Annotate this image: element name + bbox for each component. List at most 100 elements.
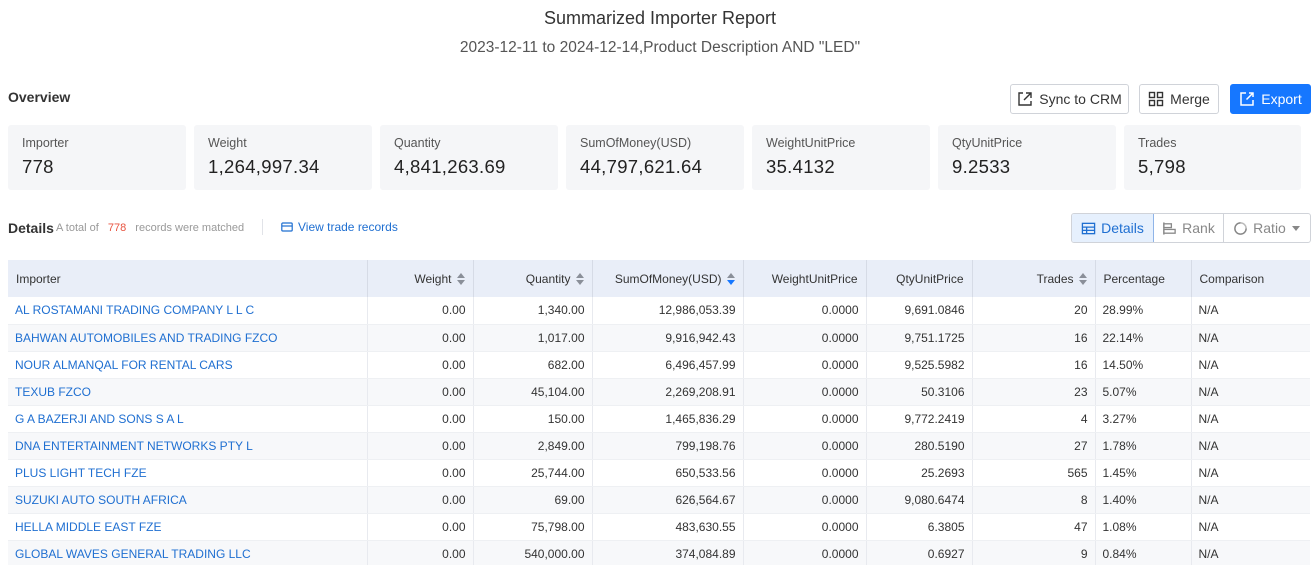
cell-weight: 0.00 <box>367 513 474 541</box>
view-details-button[interactable]: Details <box>1072 214 1154 242</box>
cell-importer[interactable]: BAHWAN AUTOMOBILES AND TRADING FZCO <box>8 324 368 352</box>
cell-quantity: 540,000.00 <box>473 540 593 565</box>
sync-to-crm-button[interactable]: Sync to CRM <box>1010 84 1129 114</box>
ratio-icon <box>1234 221 1248 235</box>
cell-qty-unit-price: 6.3805 <box>866 513 973 541</box>
stat-value: 1,264,997.34 <box>208 156 320 177</box>
cell-weight-unit-price: 0.0000 <box>743 459 867 487</box>
cell-qty-unit-price: 280.5190 <box>866 432 973 460</box>
cell-comparison: N/A <box>1191 351 1310 379</box>
cell-quantity: 2,849.00 <box>473 432 593 460</box>
view-ratio-label: Ratio <box>1253 220 1286 236</box>
cell-percentage: 14.50% <box>1095 351 1192 379</box>
cell-weight: 0.00 <box>367 351 474 379</box>
cell-sum-of-money: 1,465,836.29 <box>592 405 744 433</box>
cell-qty-unit-price: 9,691.0846 <box>866 297 973 325</box>
sort-icon[interactable] <box>1078 273 1087 286</box>
sync-to-crm-label: Sync to CRM <box>1039 91 1122 107</box>
cell-quantity: 1,340.00 <box>473 297 593 325</box>
sort-icon[interactable] <box>456 273 465 286</box>
cell-trades: 20 <box>972 297 1096 325</box>
cell-comparison: N/A <box>1191 297 1310 325</box>
column-header-comparison: Comparison <box>1191 260 1310 297</box>
cell-trades: 47 <box>972 513 1096 541</box>
cell-qty-unit-price: 9,751.1725 <box>866 324 973 352</box>
stat-value: 35.4132 <box>766 156 835 177</box>
sort-icon[interactable] <box>575 273 584 286</box>
cell-importer[interactable]: TEXUB FZCO <box>8 378 368 406</box>
rank-icon <box>1163 221 1176 235</box>
cell-weight: 0.00 <box>367 459 474 487</box>
cell-trades: 23 <box>972 378 1096 406</box>
caret-down-icon <box>1291 226 1300 231</box>
cell-qty-unit-price: 50.3106 <box>866 378 973 406</box>
view-trade-records-link[interactable]: View trade records <box>281 220 398 234</box>
cell-importer[interactable]: GLOBAL WAVES GENERAL TRADING LLC <box>8 540 368 565</box>
cell-importer[interactable]: HELLA MIDDLE EAST FZE <box>8 513 368 541</box>
records-count: 778 <box>107 222 127 234</box>
cell-importer[interactable]: PLUS LIGHT TECH FZE <box>8 459 368 487</box>
cell-quantity: 150.00 <box>473 405 593 433</box>
cell-percentage: 1.40% <box>1095 486 1192 514</box>
cell-weight: 0.00 <box>367 432 474 460</box>
export-icon <box>1240 92 1255 106</box>
column-header-importer: Importer <box>8 260 368 297</box>
cell-importer[interactable]: SUZUKI AUTO SOUTH AFRICA <box>8 486 368 514</box>
cell-quantity: 682.00 <box>473 351 593 379</box>
view-ratio-button[interactable]: Ratio <box>1224 214 1310 242</box>
cell-importer[interactable]: G A BAZERJI AND SONS S A L <box>8 405 368 433</box>
cell-weight: 0.00 <box>367 540 474 565</box>
column-header-weight-unit-price: WeightUnitPrice <box>743 260 867 297</box>
view-rank-button[interactable]: Rank <box>1154 214 1224 242</box>
cell-qty-unit-price: 9,525.5982 <box>866 351 973 379</box>
stat-label: QtyUnitPrice <box>952 136 1023 150</box>
stat-label: SumOfMoney(USD) <box>580 136 692 150</box>
cell-weight: 0.00 <box>367 378 474 406</box>
sort-icon[interactable] <box>726 273 735 286</box>
cell-sum-of-money: 6,496,457.99 <box>592 351 744 379</box>
cell-sum-of-money: 626,564.67 <box>592 486 744 514</box>
cell-weight-unit-price: 0.0000 <box>743 486 867 514</box>
column-header-sum-of-money[interactable]: SumOfMoney(USD) <box>592 260 744 297</box>
cell-weight-unit-price: 0.0000 <box>743 432 867 460</box>
cell-sum-of-money: 483,630.55 <box>592 513 744 541</box>
column-header-weight[interactable]: Weight <box>367 260 474 297</box>
stat-card-weight-unit-price: WeightUnitPrice 35.4132 <box>752 125 930 190</box>
merge-button[interactable]: Merge <box>1139 84 1219 114</box>
cell-trades: 27 <box>972 432 1096 460</box>
column-header-quantity[interactable]: Quantity <box>473 260 593 297</box>
details-heading: Details <box>8 220 54 236</box>
column-header-trades[interactable]: Trades <box>972 260 1096 297</box>
table-row: SUZUKI AUTO SOUTH AFRICA 0.00 69.00 626,564… <box>8 486 1310 514</box>
cell-sum-of-money: 2,269,208.91 <box>592 378 744 406</box>
cell-weight: 0.00 <box>367 297 474 325</box>
cell-weight: 0.00 <box>367 324 474 352</box>
table-row: PLUS LIGHT TECH FZE 0.00 25,744.00 650,533.… <box>8 459 1310 487</box>
cell-comparison: N/A <box>1191 324 1310 352</box>
merge-icon <box>1148 91 1164 107</box>
table-row: TEXUB FZCO 0.00 45,104.00 2,269,208.91 0.000… <box>8 378 1310 406</box>
stat-card-weight: Weight 1,264,997.34 <box>194 125 372 190</box>
importer-table: Importer Weight Quantity SumOfMoney(USD)… <box>8 260 1310 565</box>
cell-quantity: 75,798.00 <box>473 513 593 541</box>
stat-value: 44,797,621.64 <box>580 156 703 177</box>
export-button[interactable]: Export <box>1230 84 1311 114</box>
cell-percentage: 3.27% <box>1095 405 1192 433</box>
cell-importer[interactable]: DNA ENTERTAINMENT NETWORKS PTY L <box>8 432 368 460</box>
column-header-percentage: Percentage <box>1095 260 1192 297</box>
cell-importer[interactable]: AL ROSTAMANI TRADING COMPANY L L C <box>8 297 368 325</box>
table-row: G A BAZERJI AND SONS S A L 0.00 150.00 1,46… <box>8 405 1310 433</box>
stat-label: Trades <box>1138 136 1177 150</box>
table-row: BAHWAN AUTOMOBILES AND TRADING FZCO 0.00 1… <box>8 324 1310 352</box>
view-rank-label: Rank <box>1182 220 1215 236</box>
cell-sum-of-money: 374,084.89 <box>592 540 744 565</box>
cell-weight-unit-price: 0.0000 <box>743 540 867 565</box>
cell-comparison: N/A <box>1191 459 1310 487</box>
cell-weight-unit-price: 0.0000 <box>743 297 867 325</box>
records-matched-text: A total of 778 records were matched <box>56 222 244 234</box>
stat-value: 778 <box>22 156 54 177</box>
cell-importer[interactable]: NOUR ALMANQAL FOR RENTAL CARS <box>8 351 368 379</box>
cell-weight-unit-price: 0.0000 <box>743 324 867 352</box>
table-row: HELLA MIDDLE EAST FZE 0.00 75,798.00 483,63… <box>8 513 1310 541</box>
report-title: Summarized Importer Report <box>543 8 777 28</box>
